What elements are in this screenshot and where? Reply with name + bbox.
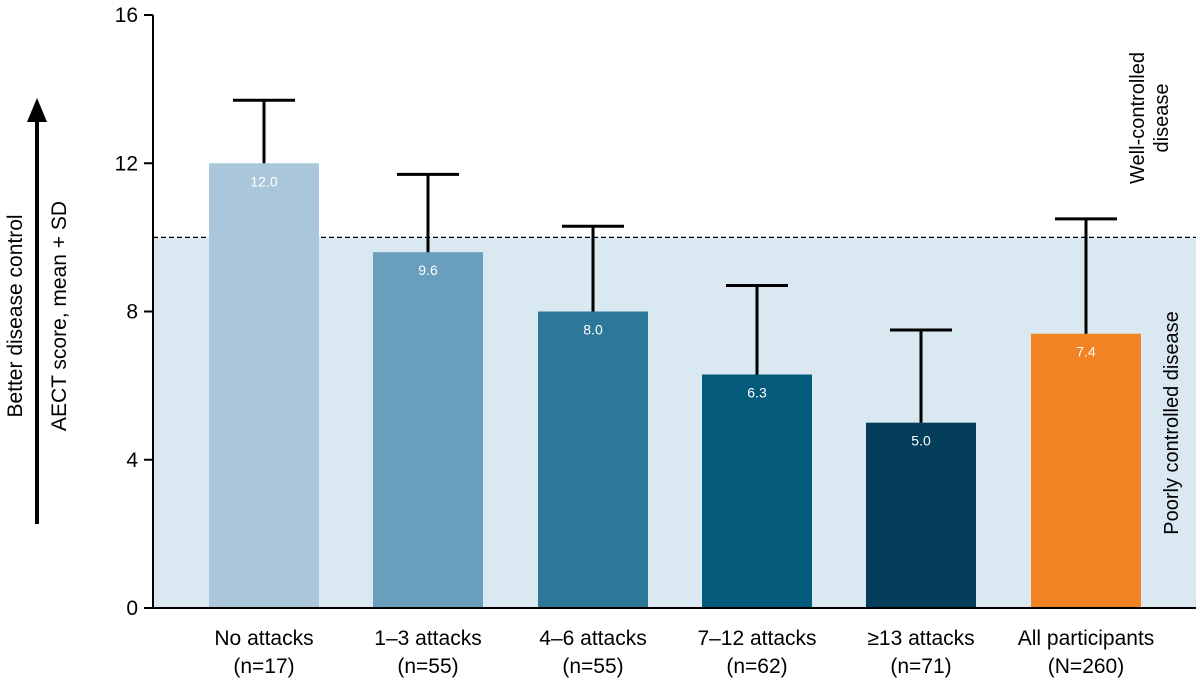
- x-tick-n-label-3: (n=62): [726, 655, 787, 678]
- y-tick-label-1: 4: [126, 449, 138, 472]
- bar-4: [866, 422, 976, 608]
- bar-3: [702, 374, 812, 608]
- x-tick-label-1: 1–3 attacks: [374, 627, 481, 650]
- x-tick-label-0: No attacks: [214, 627, 313, 650]
- bar-value-label-5: 7.4: [1076, 344, 1096, 360]
- x-tick-label-2: 4–6 attacks: [539, 627, 646, 650]
- well-controlled-label-line2: disease: [1151, 84, 1173, 153]
- error-bars-layer: [233, 98, 1117, 423]
- well-controlled-label-line1: Well-controlled: [1127, 52, 1149, 184]
- x-tick-label-4: ≥13 attacks: [867, 627, 974, 650]
- bar-0: [209, 163, 319, 608]
- x-tick-n-label-2: (n=55): [562, 655, 623, 678]
- y-tick-label-0: 0: [126, 597, 138, 620]
- y-axis-label: AECT score, mean + SD: [48, 201, 71, 431]
- y-tick-label-4: 16: [115, 4, 138, 27]
- x-tick-n-label-5: (N=260): [1048, 655, 1124, 678]
- bar-value-label-3: 6.3: [747, 385, 767, 401]
- poorly-controlled-region: [153, 237, 1196, 608]
- poorly-controlled-shading: [153, 237, 1196, 608]
- bar-2: [538, 311, 648, 608]
- x-tick-label-3: 7–12 attacks: [697, 627, 816, 650]
- bar-value-label-0: 12.0: [250, 173, 277, 189]
- bar-5: [1031, 333, 1141, 608]
- y-tick-label-2: 8: [126, 301, 138, 324]
- bar-1: [373, 252, 483, 608]
- bar-value-label-2: 8.0: [583, 322, 603, 338]
- bar-value-label-4: 5.0: [911, 433, 931, 449]
- axes-layer: 0 4 8 12 16: [115, 4, 1196, 620]
- bars-layer: [209, 163, 1141, 608]
- labels-layer: 12.0 No attacks (n=17) 9.6 1–3 attacks (n=55)…: [214, 173, 1154, 678]
- x-tick-n-label-4: (n=71): [890, 655, 951, 678]
- x-tick-n-label-0: (n=17): [233, 655, 294, 678]
- bar-value-label-1: 9.6: [418, 262, 438, 278]
- y-tick-label-3: 12: [115, 152, 138, 175]
- arrow-up-icon: [27, 98, 47, 122]
- poorly-controlled-label: Poorly controlled disease: [1161, 311, 1183, 534]
- x-tick-n-label-1: (n=55): [397, 655, 458, 678]
- better-control-arrow: [27, 98, 47, 524]
- x-tick-label-5: All participants: [1018, 627, 1155, 650]
- arrow-label: Better disease control: [4, 214, 27, 417]
